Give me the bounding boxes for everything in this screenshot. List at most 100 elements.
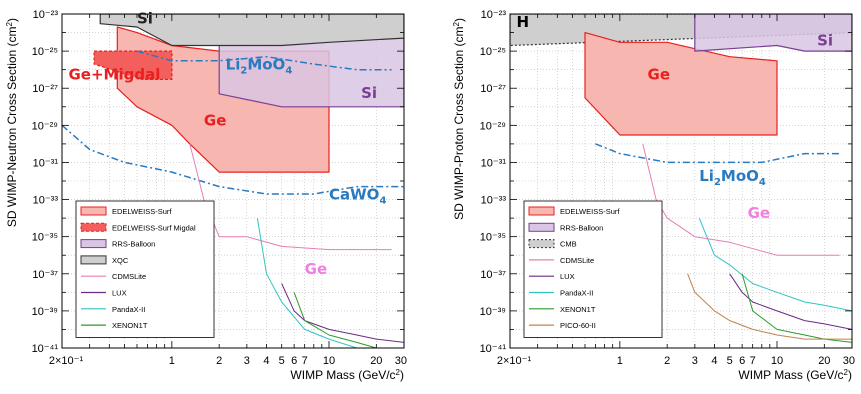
legend-item: XENON1T [529,305,596,314]
legend-item: CDMSLite [81,272,146,281]
legend-label: LUX [560,272,575,281]
y-tick-label: 10⁻⁴¹ [480,343,507,355]
legend-label: XENON1T [560,305,596,314]
legend-label: CDMSLite [112,272,146,281]
y-tick-label: 10⁻³¹ [481,157,507,169]
legend-label: XQC [112,256,129,265]
x-tick-label: 6 [291,355,297,367]
annotation-label: CaWO4 [329,186,386,207]
legend-item: EDELWEISS-Surf Migdal [80,222,196,232]
legend-item: CMB [528,239,577,249]
y-tick-label: 10⁻³⁵ [480,232,506,244]
series-lux [729,273,852,330]
x-tick-label: 20 [370,355,382,367]
x-tick-label: 1 [617,355,623,367]
x-tick-label: 1 [169,355,175,367]
y-tick-label: 10⁻³⁷ [32,269,58,281]
legend-item: PandaX-II [81,305,145,314]
x-tick-label: 7 [750,355,756,367]
series-xenon1t [741,273,852,343]
y-tick-label: 10⁻²⁵ [32,46,58,58]
annotation-label: Si [361,84,377,102]
x-axis-label: WIMP Mass (GeV/c2) [738,368,852,382]
legend-item: LUX [81,289,127,298]
annotation-label: Ge [204,111,227,129]
ticks [61,13,405,349]
annotation-label: H [517,13,530,31]
legend-item: EDELWEISS-Surf [528,206,620,216]
ticks [509,13,853,349]
series-edelweiss-surf [584,31,778,136]
formula-label: Li2MoO4 [699,167,766,188]
legend: EDELWEISS-Surf RRS-Balloon CMB CDMSLite LUX P… [523,200,663,338]
series-li2moo4 [595,143,840,164]
x-axis-label: WIMP Mass (GeV/c2) [290,368,404,382]
x-tick-label: 6 [739,355,745,367]
x-tick-label: 10 [323,355,335,367]
legend-swatch [528,222,555,232]
series-pandax-ii [256,218,363,348]
formula-label: Li2MoO4 [226,56,293,77]
legend-box [75,200,215,338]
series-xenon1t [293,292,379,348]
legend-swatch [80,222,107,232]
y-tick-label: 10⁻²⁹ [480,120,506,132]
x-tick-label: 30 [843,355,855,367]
y-axis-label: SD WIMP-Proton Cross Section (cm2) [452,18,466,220]
y-tick-label: 10⁻²³ [481,9,507,21]
annotation-label: Si [137,10,153,28]
legend-swatch [528,239,555,249]
y-tick-label: 10⁻³⁵ [32,232,58,244]
x-tick-label: 4 [263,355,269,367]
y-tick-label: 10⁻³³ [481,195,507,207]
legend: EDELWEISS-Surf EDELWEISS-Surf Migdal RRS-B… [75,200,215,338]
y-axis-label: SD WIMP-Neutron Cross Section (cm2) [5,18,19,227]
series-edelweiss-surf-migdal [93,50,173,81]
legend-label: PandaX-II [560,289,593,298]
x-tick-label: 5 [727,355,733,367]
legend-swatch [80,206,107,216]
annotation-label: Ge [305,260,328,278]
x-tick-label: 10 [771,355,783,367]
x-tick-label: 30 [395,355,407,367]
y-tick-label: 10⁻³⁹ [32,306,58,318]
annotation-label: Si [817,32,833,50]
series-rrs-balloon [694,14,852,52]
legend-label: RRS-Balloon [112,240,155,249]
y-tick-label: 10⁻²⁵ [480,46,506,58]
y-tick-label: 10⁻³⁷ [480,269,506,281]
legend-label: PandaX-II [112,305,145,314]
plot-area [510,14,852,343]
x-tick-label: 20 [818,355,830,367]
legend-swatch [80,255,107,265]
legend-label: XENON1T [112,321,148,330]
legend-label: RRS-Balloon [560,223,603,232]
legend-item: LUX [529,272,575,281]
x-tick-label: 5 [279,355,285,367]
legend-item: PICO-60-II [529,321,596,330]
y-tick-label: 10⁻³⁹ [480,306,506,318]
legend-label: EDELWEISS-Surf Migdal [112,223,196,232]
x-tick-label: 2 [216,355,222,367]
x-tick-label: 2×10⁻¹ [49,355,84,367]
legend-item: XENON1T [81,321,148,330]
x-tick-label: 7 [302,355,308,367]
y-tick-label: 10⁻³¹ [33,157,59,169]
series-cawo4 [62,124,404,195]
x-tick-label: 3 [692,355,698,367]
series-pico-60-ii [687,273,852,340]
y-tick-label: 10⁻²³ [33,9,59,21]
legend-item: RRS-Balloon [528,222,603,232]
chart-panel-left: 2×10⁻¹ 1 2 3 4 5 6 7 10 20 30 10⁻²³ 10⁻²⁵ 10⁻²⁷ 10⁻²⁹ 1… [5,9,407,382]
series-pandax-ii [698,217,852,312]
legend-item: XQC [80,255,129,265]
x-tick-label: 3 [244,355,250,367]
legend-swatch [80,239,107,249]
series-lux [281,283,404,343]
legend-label: PICO-60-II [560,321,596,330]
legend-item: RRS-Balloon [80,239,155,249]
series-li2moo4 [136,50,392,71]
legend-item: EDELWEISS-Surf [80,206,172,216]
x-tick-label: 2 [664,355,670,367]
